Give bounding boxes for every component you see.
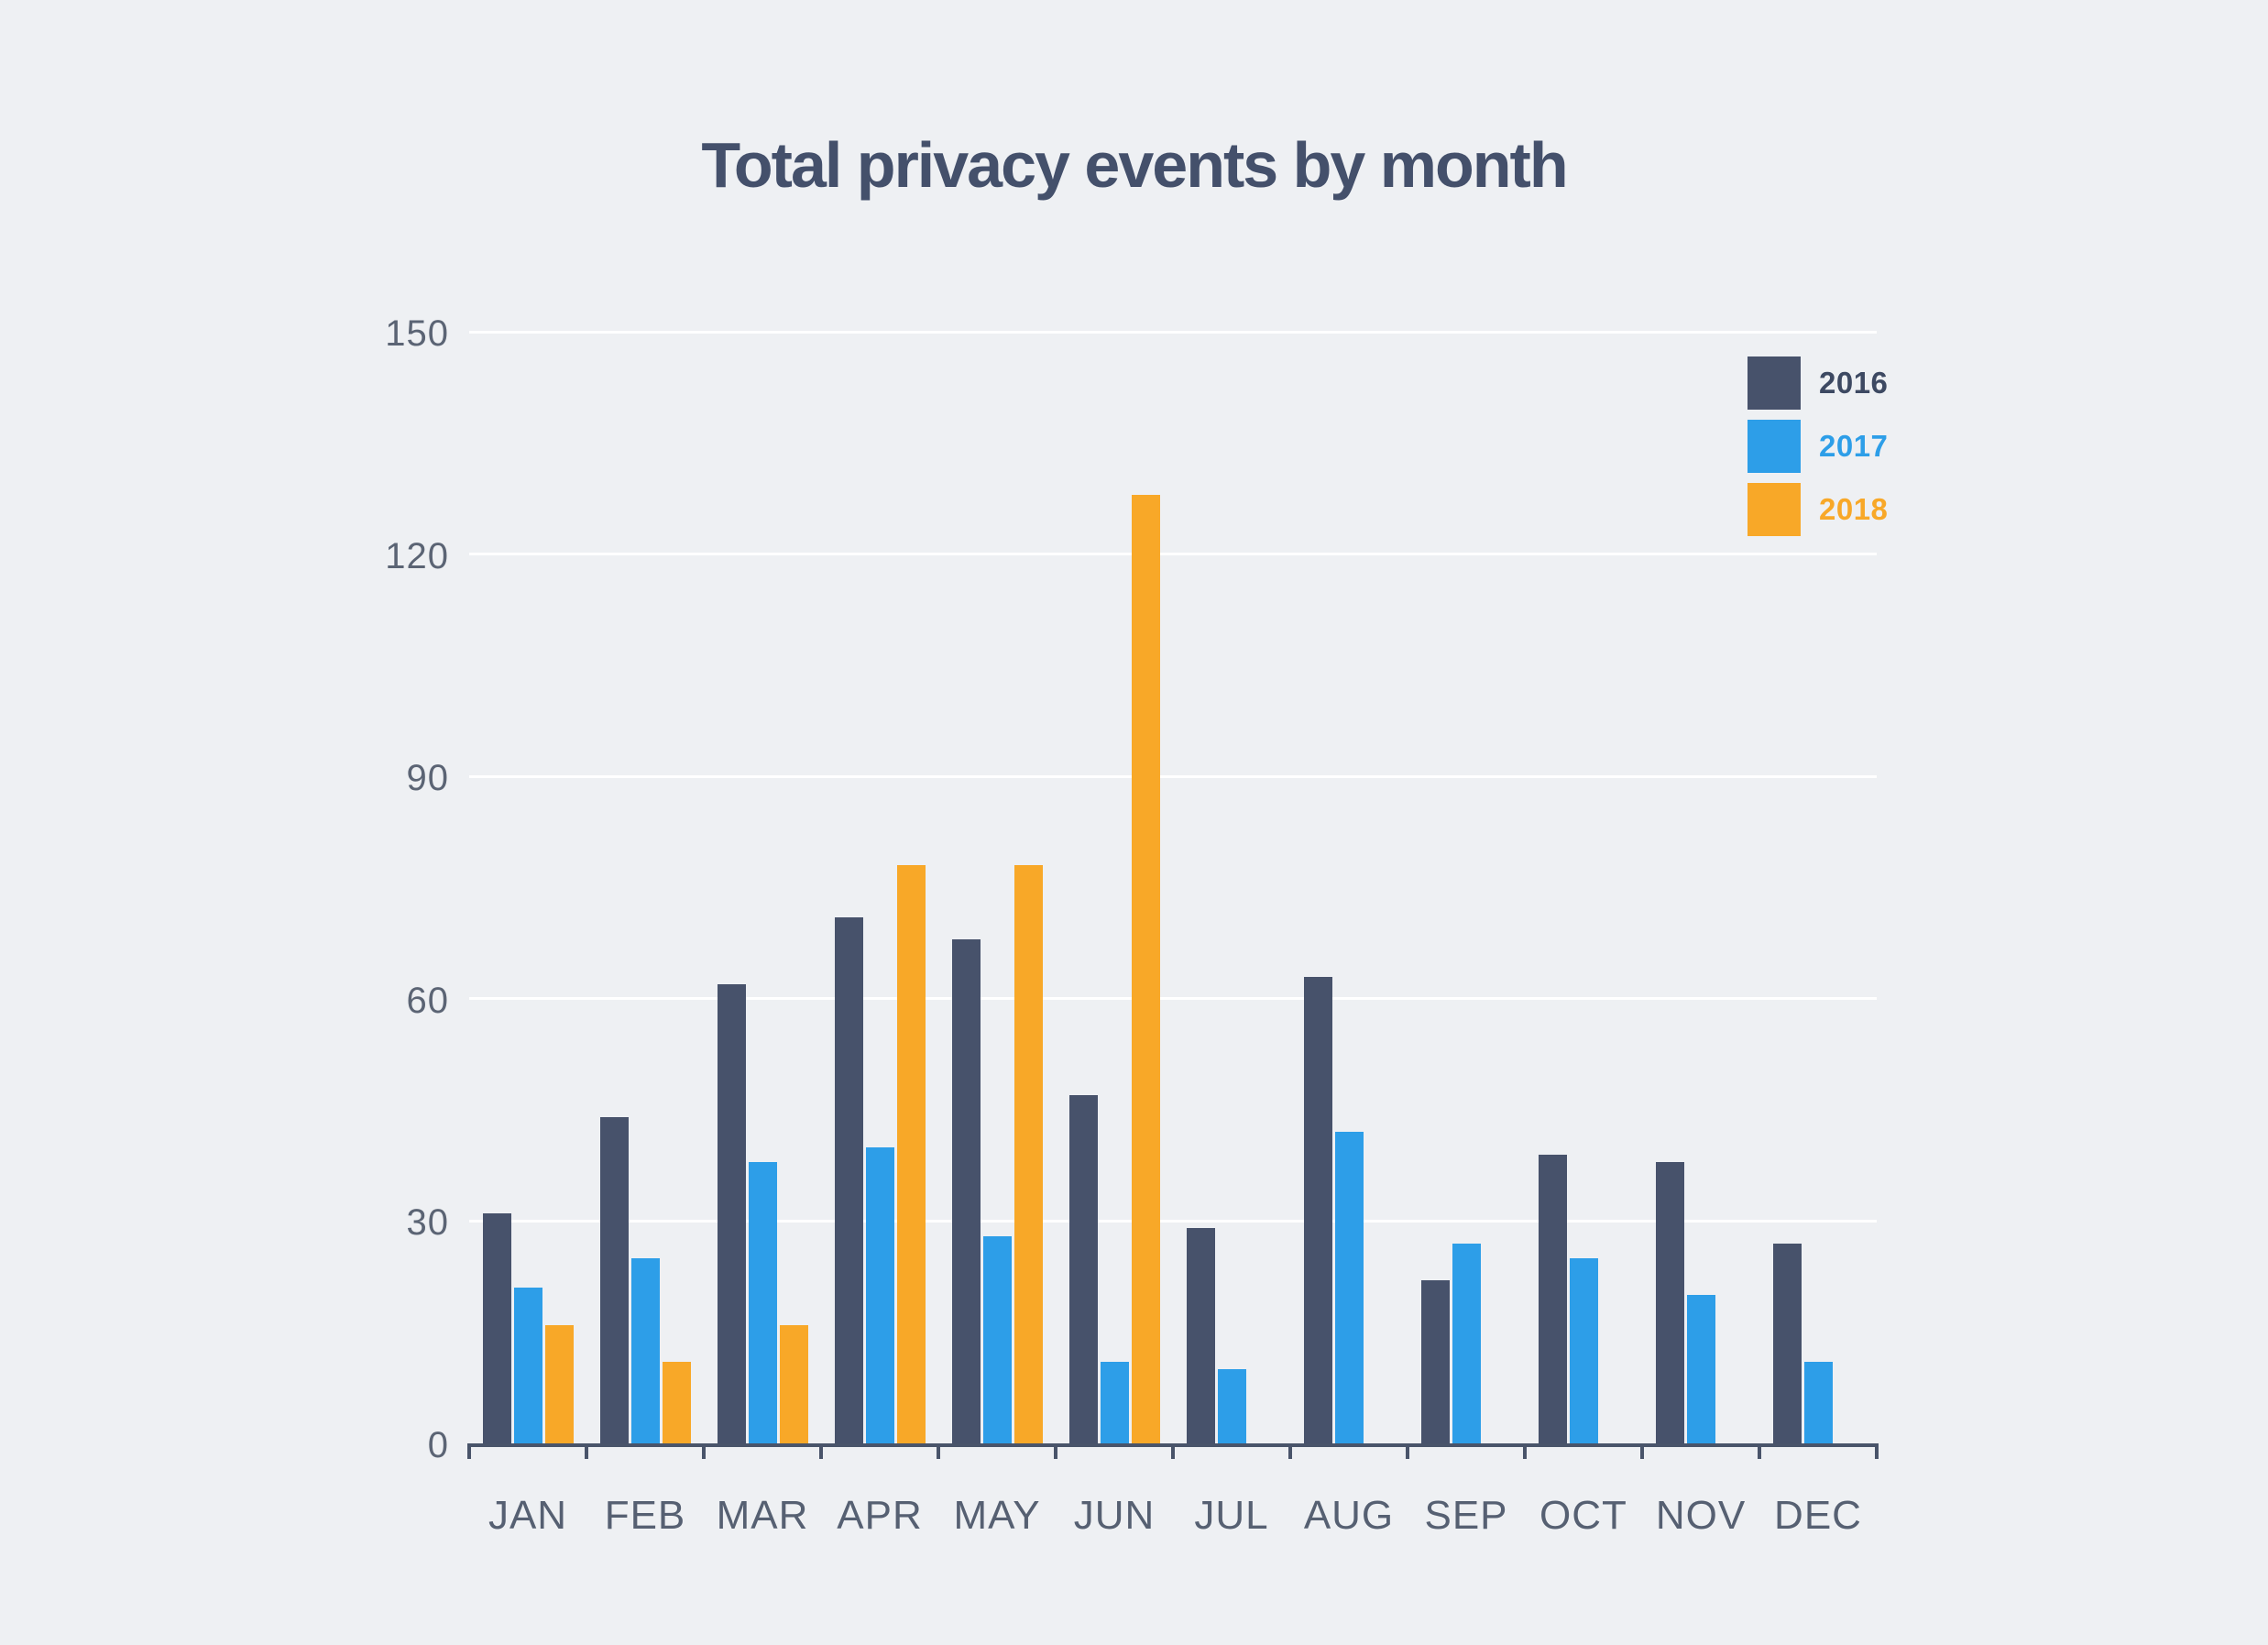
x-axis-tick	[702, 1443, 706, 1459]
bar-2016-dec	[1772, 1244, 1802, 1443]
bar-2016-may	[951, 939, 981, 1443]
plot-area	[469, 332, 1877, 1443]
gridline-30	[469, 1219, 1877, 1223]
gridline-60	[469, 997, 1877, 1001]
y-axis-label-120: 120	[385, 535, 449, 576]
bar-group-feb	[586, 332, 704, 1443]
bar-2018-jan	[544, 1325, 574, 1443]
gridline-120	[469, 553, 1877, 556]
x-axis-tick	[937, 1443, 940, 1459]
y-axis-label-90: 90	[406, 758, 449, 799]
x-axis-label-aug: AUG	[1303, 1493, 1395, 1538]
x-axis-tick	[819, 1443, 823, 1459]
bar-2017-nov	[1686, 1295, 1715, 1443]
x-axis-tick	[585, 1443, 588, 1459]
legend-label-2016: 2016	[1819, 366, 1889, 400]
bar-2018-may	[1013, 865, 1043, 1443]
bar-group-jan	[469, 332, 586, 1443]
legend-label-2017: 2017	[1819, 429, 1889, 463]
y-axis-label-30: 30	[406, 1202, 449, 1244]
gridline-90	[469, 774, 1877, 778]
legend-item-2016: 2016	[1748, 356, 1888, 410]
x-axis-label-jul: JUL	[1194, 1493, 1269, 1538]
legend-swatch-2017	[1748, 420, 1801, 473]
y-axis-label-150: 150	[385, 313, 449, 354]
bar-group-jul	[1173, 332, 1290, 1443]
x-axis-label-may: MAY	[953, 1493, 1041, 1538]
gridline-150	[469, 330, 1877, 334]
bar-2016-sep	[1420, 1280, 1450, 1443]
x-axis-label-apr: APR	[837, 1493, 923, 1538]
bar-2017-oct	[1569, 1258, 1598, 1443]
legend-label-2018: 2018	[1819, 492, 1889, 526]
bar-group-oct	[1525, 332, 1642, 1443]
bar-2017-jun	[1100, 1362, 1129, 1443]
bar-group-sep	[1408, 332, 1525, 1443]
legend-swatch-2016	[1748, 356, 1801, 410]
x-axis-labels: JAN FEB MAR APR MAY JUN JUL AUG SEP OCT NOV DEC	[469, 1492, 1877, 1540]
x-axis-label-feb: FEB	[604, 1493, 686, 1538]
x-axis-label-dec: DEC	[1774, 1493, 1862, 1538]
bar-2016-jan	[482, 1213, 511, 1443]
bar-2016-apr	[834, 917, 863, 1443]
bar-2018-mar	[779, 1325, 808, 1443]
legend-item-2017: 2017	[1748, 420, 1888, 473]
bar-2016-nov	[1655, 1162, 1684, 1443]
bar-2016-mar	[717, 984, 746, 1443]
bar-2017-apr	[865, 1147, 894, 1443]
bar-2018-jun	[1131, 495, 1160, 1443]
x-axis-label-jan: JAN	[488, 1493, 568, 1538]
bar-2017-sep	[1452, 1244, 1481, 1443]
x-axis-tick	[1523, 1443, 1527, 1459]
bar-2017-jan	[513, 1288, 542, 1443]
bar-group-nov	[1642, 332, 1759, 1443]
bar-group-apr	[821, 332, 938, 1443]
legend-item-2018: 2018	[1748, 483, 1888, 536]
x-axis-tick	[1640, 1443, 1644, 1459]
chart-title: Total privacy events by month	[701, 129, 1568, 201]
x-axis-label-oct: OCT	[1539, 1493, 1627, 1538]
bar-2016-oct	[1538, 1155, 1567, 1443]
bar-2018-apr	[896, 865, 926, 1443]
bar-2017-feb	[630, 1258, 660, 1443]
x-axis-tick	[1054, 1443, 1057, 1459]
x-axis-tick	[1406, 1443, 1409, 1459]
y-axis-label-0: 0	[427, 1425, 449, 1465]
bar-2016-jun	[1068, 1095, 1098, 1443]
bar-group-may	[938, 332, 1056, 1443]
bar-group-jun	[1056, 332, 1173, 1443]
y-axis-label-60: 60	[406, 980, 449, 1021]
bar-2018-feb	[662, 1362, 691, 1443]
bar-2017-aug	[1334, 1132, 1364, 1443]
bar-2017-dec	[1803, 1362, 1833, 1443]
x-axis-tick	[1288, 1443, 1292, 1459]
x-axis-tick	[1758, 1443, 1761, 1459]
bar-group-aug	[1290, 332, 1408, 1443]
x-axis-tick	[1171, 1443, 1175, 1459]
bar-group-dec	[1759, 332, 1877, 1443]
bar-2017-mar	[748, 1162, 777, 1443]
x-axis-tick	[1875, 1443, 1879, 1459]
bar-2016-aug	[1303, 977, 1332, 1443]
bar-group-mar	[704, 332, 821, 1443]
x-axis-label-sep: SEP	[1424, 1493, 1508, 1538]
bar-2016-jul	[1186, 1228, 1215, 1443]
bar-2017-jul	[1217, 1369, 1246, 1443]
x-axis-tick	[467, 1443, 471, 1459]
bar-2016-feb	[599, 1117, 629, 1443]
legend: 2016 2017 2018	[1748, 356, 1888, 546]
x-axis-label-mar: MAR	[716, 1493, 809, 1538]
x-axis-label-jun: JUN	[1073, 1493, 1156, 1538]
bar-2017-may	[982, 1236, 1012, 1443]
legend-swatch-2018	[1748, 483, 1801, 536]
x-axis-label-nov: NOV	[1655, 1493, 1747, 1538]
